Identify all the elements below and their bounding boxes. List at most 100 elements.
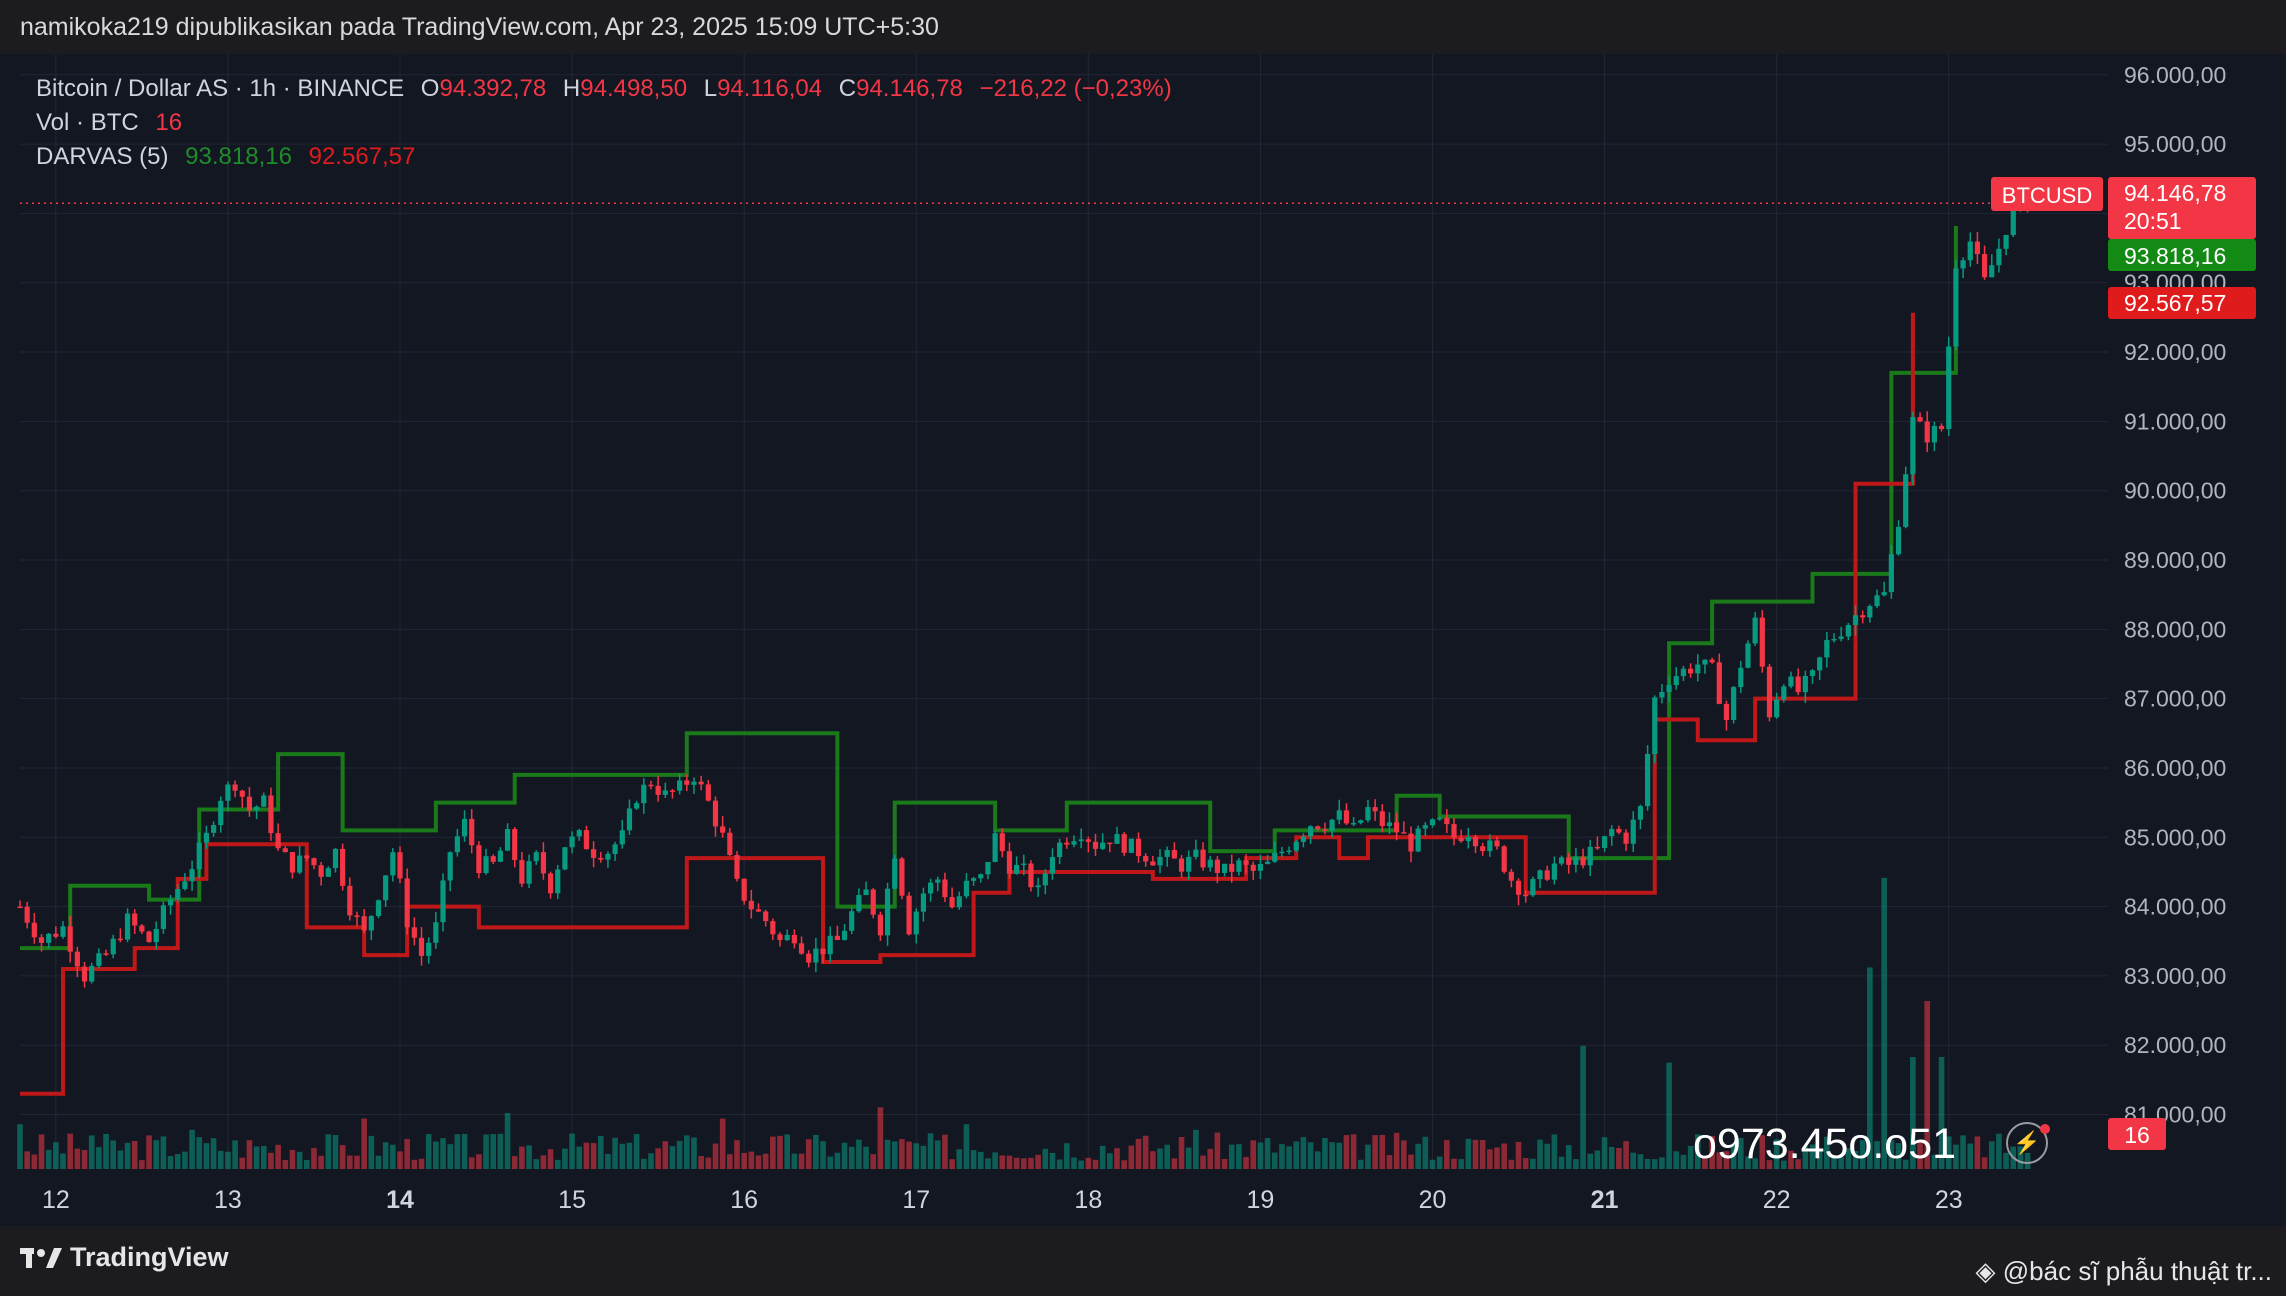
candle-body (1049, 857, 1056, 874)
candle-body (1171, 849, 1177, 859)
candle-body (648, 784, 654, 787)
candle-body (519, 860, 525, 884)
volume-bar (1494, 1147, 1500, 1169)
volume-bar (870, 1154, 877, 1169)
candle-body (497, 850, 503, 862)
candle-body (1064, 842, 1070, 845)
volume-bar (777, 1135, 783, 1169)
candle-body (863, 889, 869, 896)
candle-body (139, 925, 145, 932)
candle-body (433, 922, 439, 943)
volume-bar (1099, 1145, 1106, 1169)
volume-bar (1967, 1143, 1974, 1169)
volume-bar (1852, 1150, 1859, 1169)
volume-bar (1601, 1137, 1608, 1169)
candle-body (641, 784, 647, 804)
volume-bar (1415, 1143, 1421, 1169)
volume-bar (146, 1135, 152, 1169)
candle-body (1057, 842, 1063, 858)
volume-bar (1458, 1159, 1464, 1169)
candle-body (1860, 615, 1866, 618)
candle-body (282, 848, 288, 853)
candle-body (1974, 241, 1981, 255)
volume-bar (1938, 1057, 1945, 1169)
volume-bar (1745, 1156, 1751, 1169)
candle-body (1680, 668, 1687, 677)
volume-bar (1343, 1135, 1350, 1169)
candle-body (791, 934, 797, 944)
volume-bar (511, 1156, 518, 1169)
candle-body (1221, 863, 1228, 873)
volume-bar (1666, 1062, 1672, 1169)
volume-bar (1716, 1152, 1723, 1169)
countdown-tag: 20:51 (2124, 208, 2182, 234)
candle-body (81, 966, 88, 982)
candle-body (971, 878, 977, 881)
volume-bar (1988, 1141, 1995, 1169)
volume-bar (368, 1135, 375, 1169)
candle-body (806, 953, 812, 963)
candle-body (1824, 639, 1830, 658)
candle-body (110, 938, 116, 955)
candle-body (1716, 662, 1722, 704)
volume-bar (597, 1135, 604, 1169)
volume-bar (1702, 1156, 1708, 1169)
volume-bar (411, 1159, 418, 1169)
lightning-icon[interactable]: ⚡ (2006, 1122, 2048, 1164)
volume-bar (1917, 1141, 1923, 1169)
price-tick-label: 91.000,00 (2124, 408, 2226, 434)
volume-bar (124, 1142, 131, 1169)
tradingview-logo[interactable]: TradingView (20, 1242, 229, 1273)
time-tick-label: 17 (902, 1186, 930, 1214)
notification-dot (2040, 1124, 2050, 1134)
volume-bar (232, 1140, 238, 1169)
volume-bar (60, 1153, 66, 1169)
volume-bar (1028, 1157, 1034, 1169)
candle-body (1938, 425, 1945, 430)
candle-body (985, 861, 991, 875)
candle-body (1272, 852, 1278, 862)
volume-bar (2003, 1152, 2009, 1169)
volume-bar (153, 1140, 160, 1169)
volume-bar (1781, 1160, 1787, 1169)
candle-body (1472, 836, 1479, 847)
volume-bar (1336, 1142, 1343, 1169)
volume-bar (1042, 1148, 1049, 1169)
volume-bar (1644, 1159, 1651, 1169)
volume-bar (1551, 1134, 1558, 1169)
candle-body (949, 897, 955, 908)
volume-bar (533, 1159, 540, 1169)
candle-body (1437, 818, 1443, 820)
legend-close-value: 94.146,78 (856, 75, 963, 102)
candle-body (1644, 754, 1651, 807)
volume-bar (1809, 1144, 1816, 1169)
volume-bar (1630, 1152, 1637, 1169)
volume-bar (999, 1155, 1006, 1169)
candle-body (146, 931, 152, 943)
volume-bar (1386, 1155, 1393, 1169)
volume-bar (1773, 1139, 1780, 1169)
volume-bar (361, 1118, 367, 1169)
candle-body (626, 808, 633, 831)
volume-bar (17, 1124, 23, 1169)
candle-body (576, 830, 582, 837)
candle-body (992, 833, 998, 862)
volume-bar (1185, 1147, 1192, 1169)
volume-bar (1250, 1140, 1257, 1169)
legend-open-value: 94.392,78 (439, 75, 547, 102)
candle-body (1315, 826, 1321, 830)
volume-bar (1558, 1156, 1565, 1169)
volume-bar (425, 1134, 432, 1169)
volume-bar (1888, 1140, 1895, 1169)
candle-body (547, 873, 554, 894)
candle-body (619, 830, 625, 845)
volume-bar (1659, 1157, 1665, 1169)
price-chart[interactable]: 96.000,0095.000,0094.000,0093.000,0092.0… (0, 54, 2286, 1226)
time-axis[interactable]: 12 13 14 15 16 17 18 19 20 21 22 23 (42, 1186, 1963, 1214)
candle-body (1802, 675, 1808, 693)
volume-bar (540, 1155, 547, 1169)
volume-bar (167, 1156, 174, 1169)
candle-body (1888, 554, 1894, 593)
volume-bar (1472, 1139, 1479, 1169)
candle-body (1673, 676, 1679, 686)
